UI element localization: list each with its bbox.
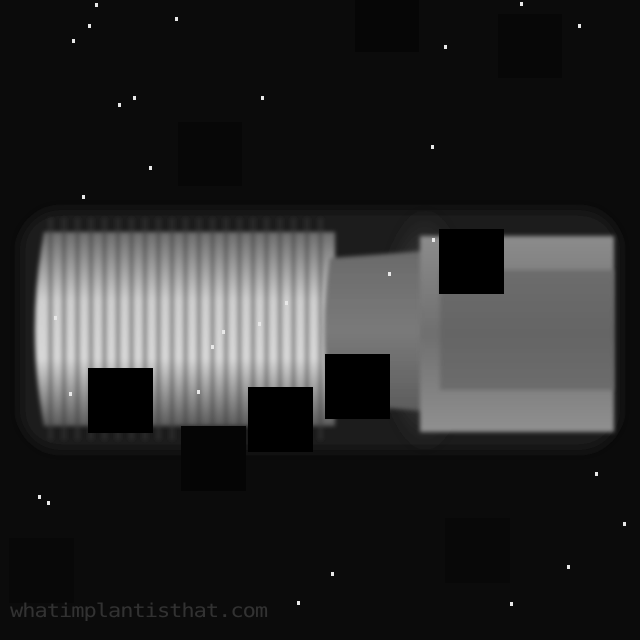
implant-threads xyxy=(48,218,323,440)
thread-ridge xyxy=(210,218,215,440)
thread-ridge xyxy=(169,218,175,440)
noise-speck xyxy=(432,238,435,242)
thread-ridge xyxy=(129,218,134,440)
thread-ridge xyxy=(237,218,242,440)
noise-speck xyxy=(595,472,598,476)
watermark-text: whatimplantisthat.com xyxy=(10,600,268,623)
noise-specks xyxy=(38,2,626,606)
thread-ridge xyxy=(223,218,229,440)
noise-speck xyxy=(72,39,75,43)
noise-speck xyxy=(69,392,72,396)
noise-speck xyxy=(197,390,200,394)
thread-ridge xyxy=(88,218,94,440)
occlusion-blocks xyxy=(9,0,562,603)
noise-speck xyxy=(258,322,261,326)
noise-speck xyxy=(285,301,288,305)
thread-ridge xyxy=(196,218,202,440)
noise-speck xyxy=(578,24,581,28)
noise-speck xyxy=(149,166,152,170)
thread-ridge xyxy=(61,218,67,440)
noise-speck xyxy=(82,195,85,199)
noise-speck xyxy=(38,495,41,499)
thread-ridge xyxy=(250,218,256,440)
thread-ridge xyxy=(115,218,121,440)
noise-speck xyxy=(133,96,136,100)
thread-ridge xyxy=(142,218,148,440)
thread-ridge xyxy=(318,218,323,440)
thread-ridge xyxy=(75,218,80,440)
thread-ridge xyxy=(264,218,269,440)
thread-ridge xyxy=(291,218,296,440)
noise-speck xyxy=(520,2,523,6)
noise-speck xyxy=(431,145,434,149)
noise-speck xyxy=(222,330,225,334)
noise-speck xyxy=(567,565,570,569)
noise-speck xyxy=(623,522,626,526)
thread-ridge xyxy=(183,218,188,440)
noise-speck xyxy=(261,96,264,100)
noise-speck xyxy=(331,572,334,576)
noise-speck xyxy=(388,272,391,276)
noise-speck xyxy=(54,316,57,320)
noise-speck xyxy=(118,103,121,107)
noise-speck xyxy=(510,602,513,606)
noise-speck xyxy=(88,24,91,28)
thread-ridge xyxy=(48,218,53,440)
noise-speck xyxy=(95,3,98,7)
thread-ridge xyxy=(277,218,283,440)
noise-speck xyxy=(211,345,214,349)
noise-speck xyxy=(175,17,178,21)
thread-ridge xyxy=(304,218,310,440)
thread-ridge xyxy=(102,218,107,440)
thread-ridge xyxy=(156,218,161,440)
noise-speck xyxy=(297,601,300,605)
noise-speck xyxy=(47,501,50,505)
noise-speck xyxy=(444,45,447,49)
